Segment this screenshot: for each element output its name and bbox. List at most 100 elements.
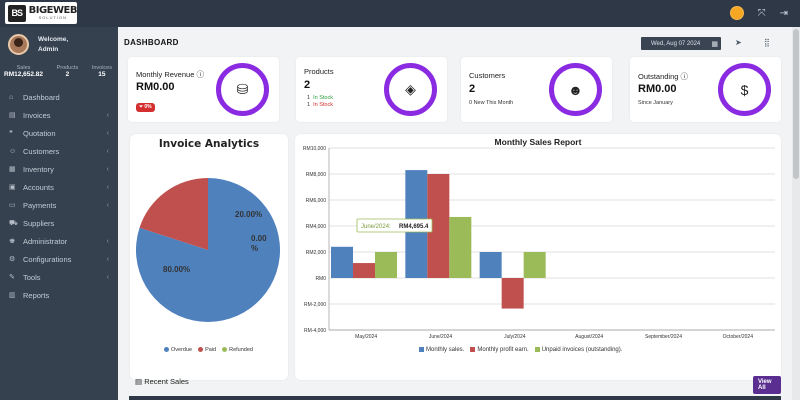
date-value: Wed, Aug 07 2024: [651, 40, 701, 47]
out-stock-count: 1: [307, 102, 311, 108]
sidebar-item-reports[interactable]: ▥ Reports: [0, 286, 118, 304]
page-scrollbar[interactable]: [792, 27, 800, 400]
card-value: 2: [469, 83, 476, 95]
chevron-left-icon: ‹: [106, 255, 109, 263]
info-icon[interactable]: ⓘ: [680, 72, 689, 81]
card-title: Outstanding: [638, 72, 679, 81]
sidebar-item-inventory[interactable]: ▦ Inventory ‹: [0, 160, 118, 178]
sidebar-item-dashboard[interactable]: ⌂ Dashboard: [0, 88, 118, 106]
scrollbar-thumb[interactable]: [793, 29, 799, 179]
chevron-left-icon: ‹: [106, 183, 109, 191]
bar-2-1[interactable]: [449, 216, 472, 278]
bar-2-0[interactable]: [375, 252, 397, 278]
tooltip-label: June/2024:: [361, 224, 391, 230]
sidebar-item-administrator[interactable]: ♚ Administrator ‹: [0, 232, 118, 250]
avatar[interactable]: [8, 34, 29, 55]
card-title: Customers: [469, 71, 506, 80]
card-monthly-revenue: Monthly Revenue ⓘ RM0.00 ⏷ 0% ⛁: [128, 57, 279, 122]
pie-chart: 80.00% 20.00% 0.00%: [136, 178, 280, 322]
chevron-left-icon: ‹: [106, 147, 109, 155]
calendar-icon: ▦: [711, 40, 718, 48]
logout-icon[interactable]: ⇥: [779, 7, 788, 19]
rocket-icon[interactable]: ➤: [735, 38, 742, 47]
pie-slice-paid[interactable]: [139, 178, 208, 250]
bar-2-2[interactable]: [523, 252, 546, 278]
config-icon: ⚙: [9, 256, 16, 263]
chevron-left-icon: ‹: [106, 201, 109, 209]
bar-1-1[interactable]: [427, 174, 450, 278]
recent-sales-header: ▤ Recent Sales View All: [129, 375, 781, 400]
legend-item: Paid: [198, 347, 216, 353]
bar-1-0[interactable]: [353, 263, 375, 278]
x-tick-label: September/2024: [645, 334, 682, 340]
chevron-left-icon: ‹: [106, 273, 109, 281]
bar-0-0[interactable]: [331, 246, 353, 278]
layers-icon: ◈: [393, 72, 428, 107]
sidebar-item-quotation[interactable]: ❝ Quotation ‹: [0, 124, 118, 142]
legend-item: Monthly profit earn.: [470, 347, 529, 353]
sales-report-panel: Monthly Sales Report RM10,000 RM8,000 RM6,…: [295, 134, 781, 380]
ring: $: [718, 63, 771, 116]
y-tick-label: RM4,000: [306, 224, 327, 230]
suppliers-icon: ⛟: [9, 219, 18, 227]
ring: ☻: [549, 63, 602, 116]
stat-label: Products: [56, 65, 79, 71]
chevron-left-icon: ‹: [106, 237, 109, 245]
fullscreen-icon[interactable]: ⤧: [757, 7, 766, 19]
sidebar-item-label: Payments: [23, 200, 57, 210]
date-picker[interactable]: Wed, Aug 07 2024 ▦: [641, 37, 721, 50]
chevron-left-icon: ‹: [106, 165, 109, 173]
sidebar-item-accounts[interactable]: ▣ Accounts ‹: [0, 178, 118, 196]
sidebar-item-label: Tools: [23, 272, 41, 282]
x-tick-label: July/2024: [504, 334, 526, 340]
sidebar-item-label: Reports: [23, 290, 50, 300]
info-icon[interactable]: ⓘ: [196, 70, 204, 79]
pie-legend: Overdue Paid Refunded: [164, 347, 253, 353]
sidebar-item-label: Configurations: [23, 254, 72, 264]
card-title: Monthly Revenue: [136, 70, 195, 79]
card-value: 2: [304, 79, 311, 91]
sidebar-item-label: Invoices: [23, 110, 51, 120]
page-title: DASHBOARD: [124, 38, 179, 47]
sidebar-item-suppliers[interactable]: ⛟ Suppliers: [0, 214, 118, 232]
card-products: Products 2 1 In Stock 1 In Stock ◈: [296, 57, 447, 122]
sidebar-item-customers[interactable]: ☺ Customers ‹: [0, 142, 118, 160]
tools-icon: ✎: [9, 274, 15, 281]
grid-icon[interactable]: ⣿: [764, 38, 770, 47]
chevron-left-icon: ‹: [106, 111, 109, 119]
panel-title: Monthly Sales Report: [494, 137, 582, 147]
stat-label: Invoices: [91, 65, 112, 71]
legend-item: Overdue: [164, 347, 192, 353]
sidebar-nav: ⌂ Dashboard ▤ Invoices ‹ ❝ Quotation ‹ ☺ Customer…: [0, 88, 118, 304]
card-outstanding: Outstanding ⓘ RM0.00 Since January $: [630, 57, 781, 122]
bar-1-2[interactable]: [501, 278, 524, 309]
x-tick-label: August/2024: [575, 334, 603, 340]
panel-title: Invoice Analytics: [158, 138, 260, 150]
users-icon: ☻: [558, 72, 593, 107]
sidebar-item-tools[interactable]: ✎ Tools ‹: [0, 268, 118, 286]
profile: Welcome, Admin: [0, 27, 118, 57]
brand-logo[interactable]: BS BIGEWEB SOLUTION: [5, 2, 78, 24]
sidebar-item-payments[interactable]: ▭ Payments ‹: [0, 196, 118, 214]
home-icon: ⌂: [9, 93, 14, 101]
card-customers: Customers 2 0 New This Month ☻: [461, 57, 612, 122]
sidebar-item-invoices[interactable]: ▤ Invoices ‹: [0, 106, 118, 124]
sidebar-item-label: Dashboard: [23, 92, 60, 102]
brand-name: BIGEWEB: [28, 5, 78, 16]
user-avatar[interactable]: [729, 6, 744, 20]
bar-0-2[interactable]: [479, 252, 502, 278]
quote-icon: ❝: [9, 130, 13, 137]
user-role: Admin: [38, 45, 59, 53]
card-value: RM0.00: [136, 81, 175, 93]
table-header-bar: [129, 396, 781, 400]
x-tick-label: June/2024: [429, 334, 453, 340]
x-tick-label: October/2024: [723, 334, 754, 340]
view-all-button[interactable]: View All: [753, 376, 781, 394]
invoice-icon: ▤: [9, 112, 16, 119]
customers-icon: ☺: [9, 147, 17, 155]
sidebar-item-configurations[interactable]: ⚙ Configurations ‹: [0, 250, 118, 268]
sidebar: Welcome, Admin Sales RM12,652.82 Products…: [0, 27, 118, 400]
sidebar-item-label: Administrator: [23, 236, 68, 246]
admin-icon: ♚: [9, 238, 16, 245]
accounts-icon: ▣: [9, 184, 16, 191]
